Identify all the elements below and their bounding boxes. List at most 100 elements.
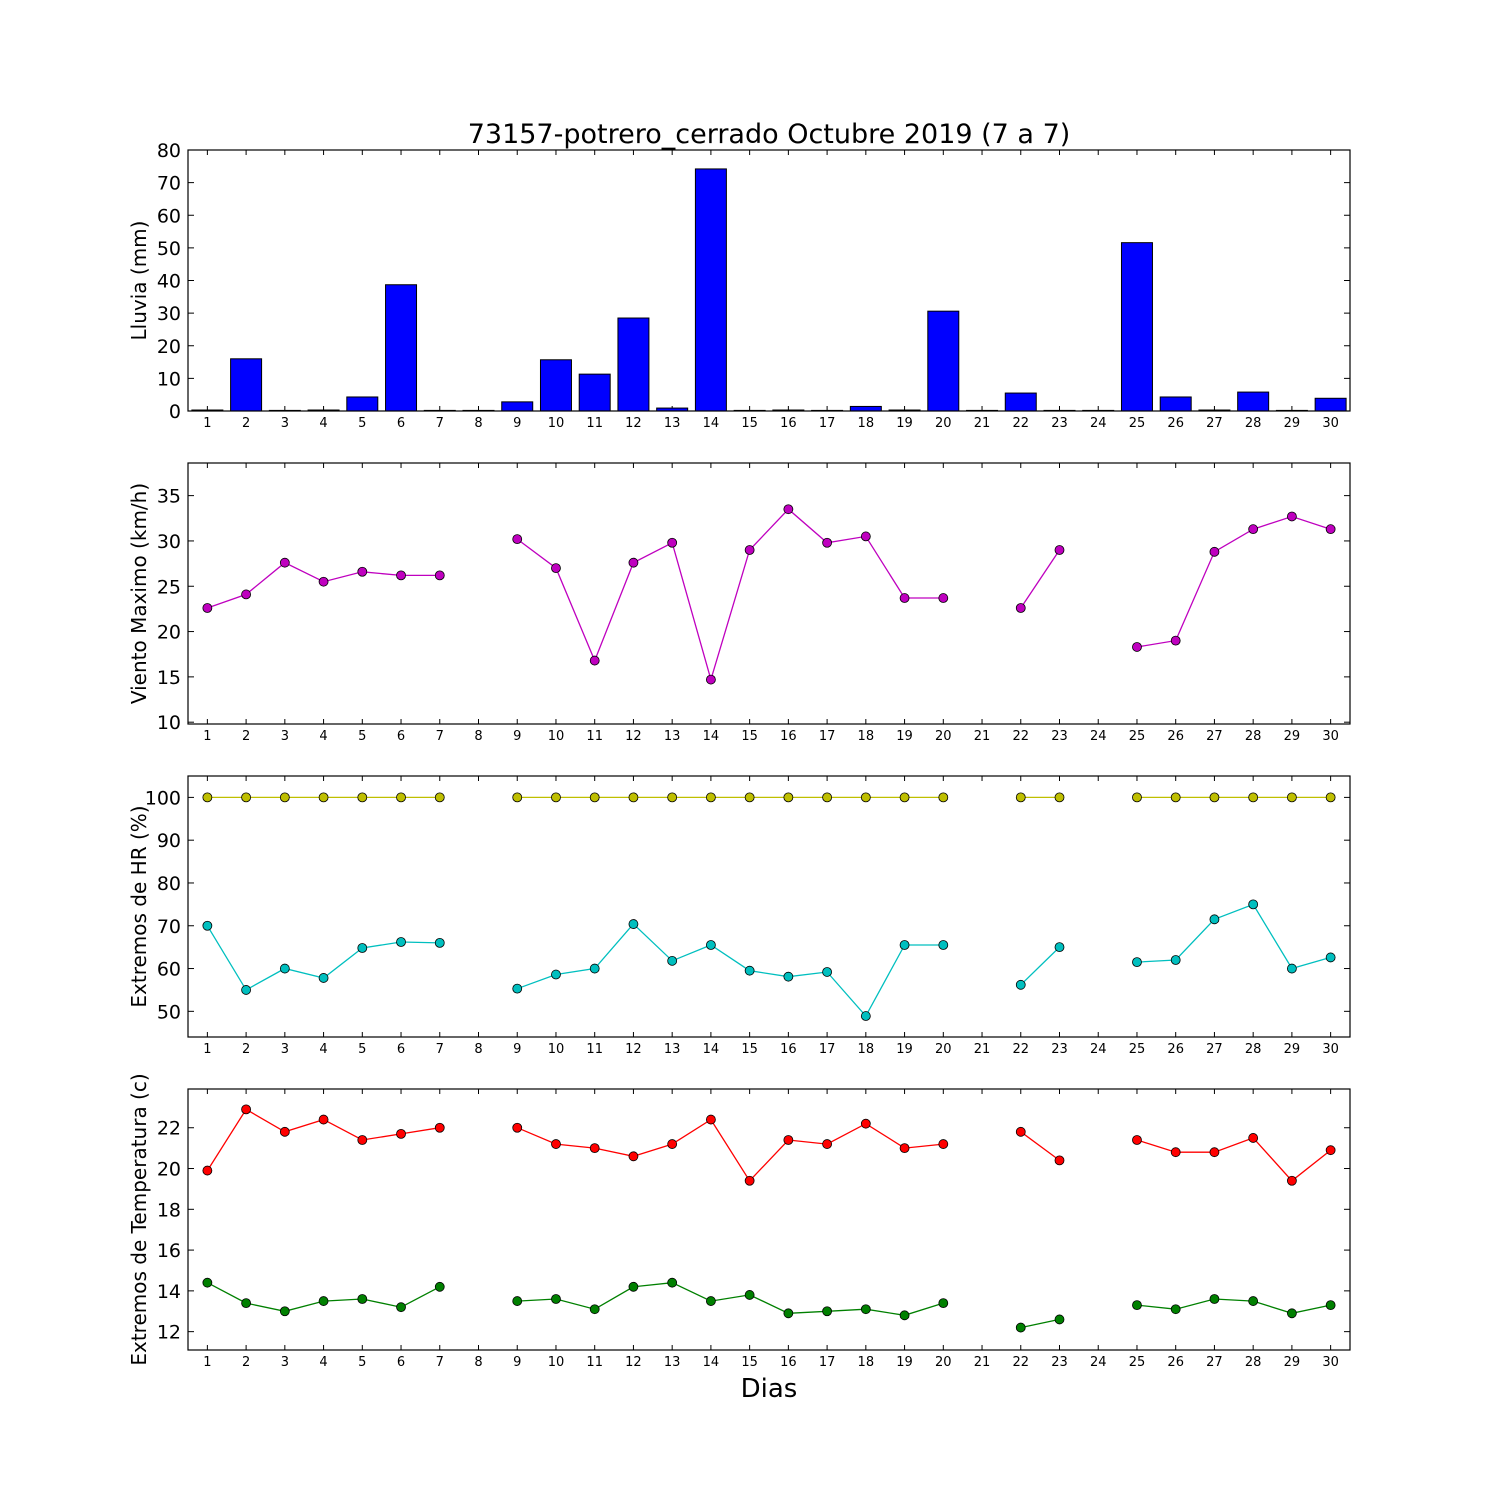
series-1-point-day-14	[706, 1296, 716, 1306]
x-tick-label: 18	[858, 1042, 875, 1057]
y-tick-label: 14	[157, 1281, 181, 1303]
bar-day-26	[1159, 396, 1192, 412]
series-1-point-day-13	[667, 955, 678, 966]
series-0-point-day-28	[1248, 1133, 1259, 1143]
x-tick-label: 15	[741, 1042, 758, 1057]
series-1-line	[1136, 1298, 1331, 1314]
series-0-point-day-29	[1287, 511, 1297, 522]
x-tick-label: 16	[780, 1042, 797, 1057]
series-0-point-day-20	[938, 792, 949, 803]
y-tick-label: 20	[157, 1159, 181, 1181]
x-tick-label: 14	[703, 1355, 720, 1370]
x-tick-label: 1	[203, 729, 211, 744]
series-0-point-day-27	[1209, 546, 1220, 557]
x-axis-label: Dias	[741, 1374, 798, 1404]
x-tick-label: 23	[1051, 416, 1068, 431]
x-tick-label: 2	[242, 1355, 250, 1370]
y-tick-label: 15	[157, 667, 181, 689]
x-tick-label: 8	[474, 1042, 482, 1057]
series-1-point-day-9	[512, 1296, 523, 1306]
series-1-point-day-1	[202, 1277, 213, 1288]
x-tick-label: 5	[358, 416, 366, 431]
series-1-point-day-30	[1325, 952, 1336, 963]
x-tick-label: 24	[1090, 1042, 1107, 1057]
series-0-point-day-13	[667, 1139, 678, 1149]
x-tick-label: 10	[548, 1042, 565, 1057]
x-tick-label: 21	[974, 1355, 991, 1370]
series-1-line	[1136, 903, 1331, 970]
y-tick-label: 16	[157, 1240, 181, 1262]
x-tick-label: 19	[896, 1042, 913, 1057]
series-0-point-day-11	[589, 655, 600, 666]
series-1-point-day-26	[1170, 955, 1181, 965]
series-1-line	[516, 923, 944, 1018]
series-1-line	[1020, 946, 1060, 986]
series-1-point-day-28	[1248, 1296, 1259, 1306]
x-tick-label: 7	[436, 416, 444, 431]
bar-day-28	[1237, 391, 1270, 412]
x-tick-label: 11	[586, 1042, 603, 1057]
series-0-point-day-9	[512, 792, 523, 803]
bar-day-22	[1004, 392, 1037, 412]
x-tick-label: 11	[586, 729, 603, 744]
x-tick-label: 19	[896, 729, 913, 744]
series-0-point-day-29	[1287, 792, 1297, 803]
series-0-point-day-15	[744, 1175, 755, 1186]
x-tick-label: 13	[664, 1042, 681, 1057]
x-tick-label: 15	[741, 1355, 758, 1370]
series-1-point-day-23	[1054, 942, 1065, 953]
x-tick-label: 14	[703, 1042, 720, 1057]
series-0-point-day-5	[357, 792, 368, 803]
y-tick-label: 30	[157, 531, 181, 553]
series-0-point-day-11	[589, 792, 600, 803]
series-0-point-day-16	[783, 1135, 794, 1145]
y-axis-label: Viento Maximo (km/h)	[127, 483, 151, 704]
x-tick-label: 26	[1167, 1355, 1184, 1370]
series-0-line	[516, 508, 944, 682]
x-tick-label: 5	[358, 1042, 366, 1057]
x-tick-label: 4	[319, 1042, 327, 1057]
bar-day-11	[578, 373, 611, 412]
series-0-point-day-22	[1015, 792, 1026, 803]
series-1-point-day-17	[822, 967, 832, 977]
series-1-point-day-19	[899, 940, 910, 950]
series-1-point-day-18	[860, 1304, 871, 1315]
series-0-point-day-19	[899, 1143, 910, 1154]
x-tick-label: 27	[1206, 416, 1223, 431]
series-1-point-day-4	[318, 973, 329, 983]
x-tick-label: 5	[358, 729, 366, 744]
series-1-point-day-16	[783, 1308, 794, 1319]
series-1-line	[1020, 1318, 1060, 1329]
series-0-point-day-28	[1248, 524, 1259, 535]
bar-day-12	[617, 317, 650, 412]
series-0-line	[1136, 515, 1331, 648]
series-0-point-day-4	[318, 576, 329, 587]
bar-day-10	[539, 359, 572, 412]
series-1-point-day-20	[938, 1298, 949, 1309]
series-0-point-day-14	[706, 792, 716, 803]
x-tick-label: 8	[474, 729, 482, 744]
bar-day-2	[230, 358, 263, 412]
x-tick-label: 7	[436, 729, 444, 744]
series-1-point-day-30	[1325, 1300, 1336, 1311]
series-0-point-day-2	[241, 589, 252, 600]
series-1-point-day-3	[279, 963, 290, 974]
x-tick-label: 27	[1206, 1355, 1223, 1370]
plot-frame	[187, 775, 1351, 1038]
series-0-point-day-5	[357, 1135, 368, 1145]
series-0-point-day-26	[1170, 792, 1181, 803]
x-tick-label: 27	[1206, 729, 1223, 744]
y-tick-label: 90	[157, 830, 181, 852]
series-0-point-day-13	[667, 792, 678, 803]
y-tick-label: 70	[157, 916, 181, 938]
y-tick-label: 100	[145, 787, 181, 809]
series-1-point-day-26	[1170, 1304, 1181, 1315]
series-1-point-day-4	[318, 1296, 329, 1306]
x-tick-label: 30	[1322, 416, 1339, 431]
bar-day-9	[501, 401, 534, 412]
series-0-point-day-4	[318, 792, 329, 803]
x-tick-label: 8	[474, 416, 482, 431]
